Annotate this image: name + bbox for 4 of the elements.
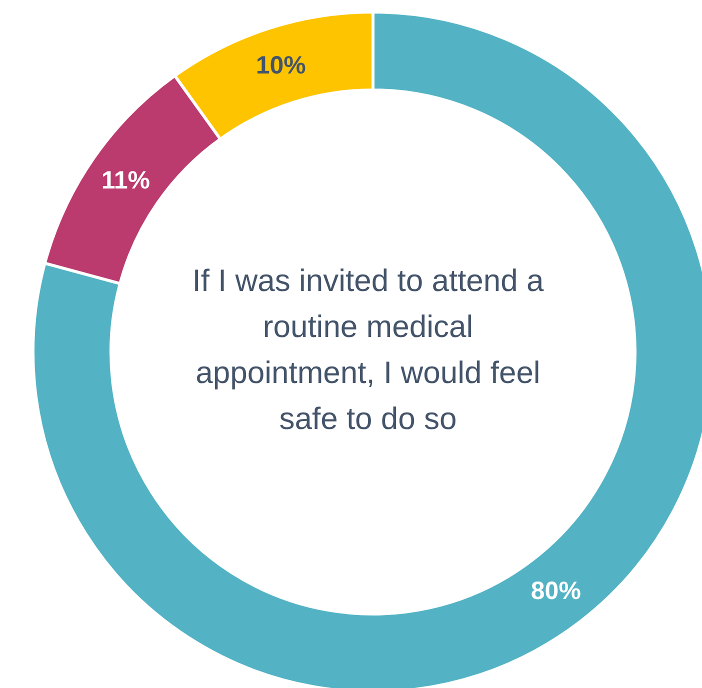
data-label: 11% bbox=[101, 166, 150, 194]
data-label: 10% bbox=[256, 51, 306, 80]
text: If I was invited to attend a routine medical appointment, I would feel safe to do so bbox=[191, 262, 545, 438]
data-label: 80% bbox=[530, 577, 581, 606]
